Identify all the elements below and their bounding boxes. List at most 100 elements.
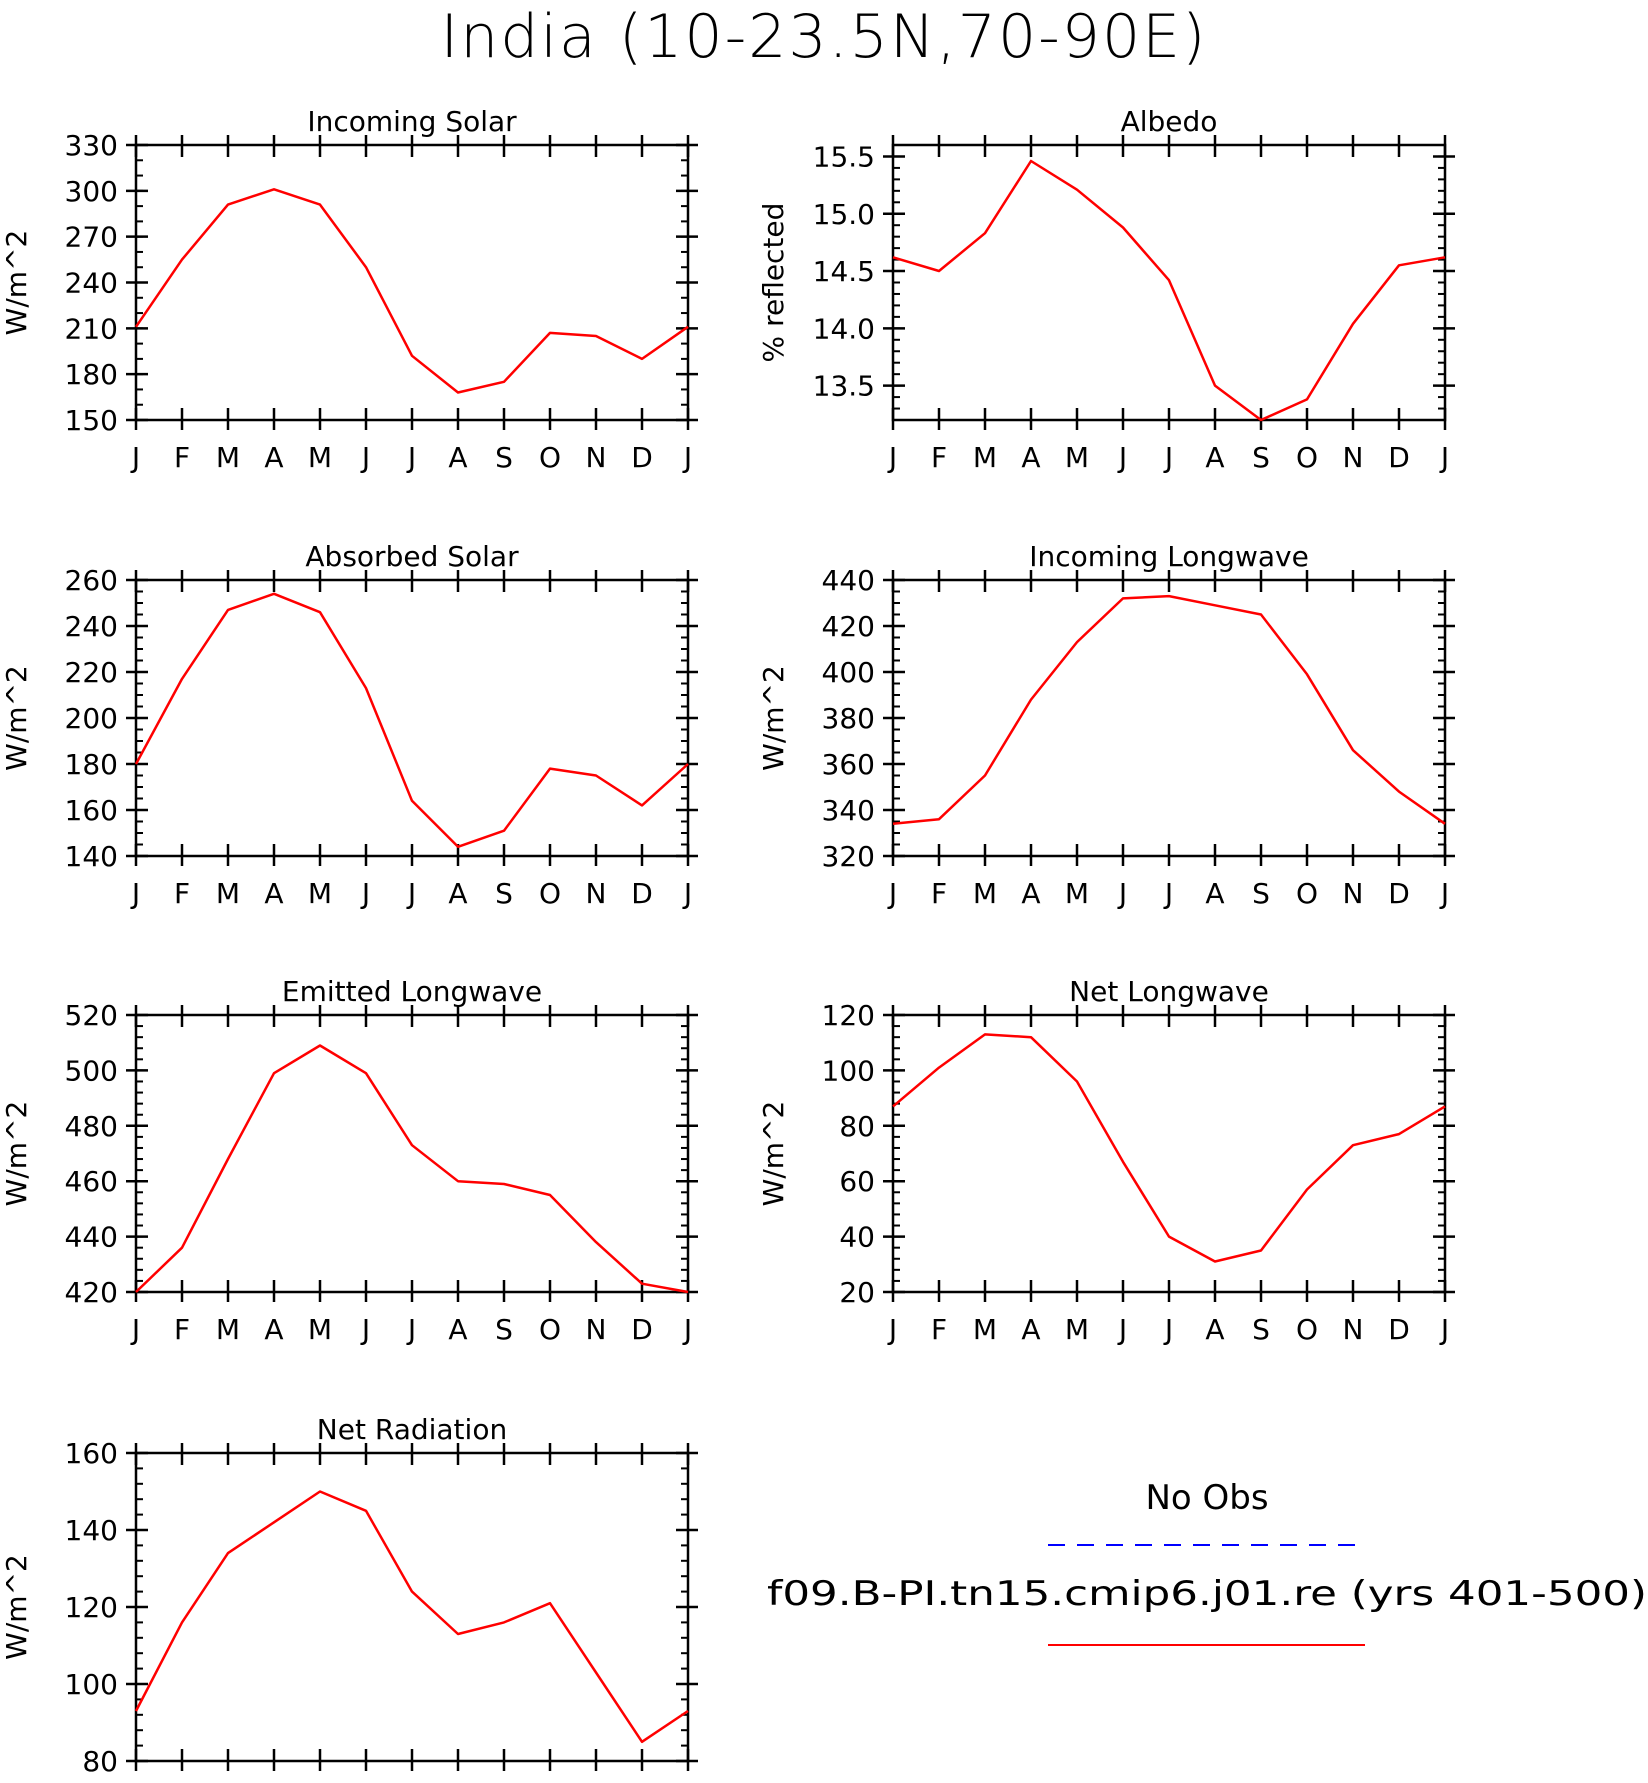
x-tick-label: A: [448, 1313, 467, 1346]
x-tick-label: F: [931, 877, 947, 910]
x-tick-label: A: [1021, 1313, 1040, 1346]
x-tick-label: J: [360, 441, 370, 474]
plot-frame: [891, 1013, 1447, 1294]
y-tick-label: 160: [65, 794, 118, 827]
y-tick-label: 120: [822, 999, 875, 1032]
y-tick-label: 500: [65, 1054, 118, 1087]
panel-title: Net Longwave: [1069, 975, 1269, 1008]
y-tick-label: 14.5: [813, 255, 875, 288]
y-tick-label: 200: [65, 702, 118, 735]
x-tick-label: M: [973, 877, 997, 910]
x-tick-label: F: [931, 1313, 947, 1346]
y-tick-label: 140: [65, 840, 118, 873]
figure-title: India (10-23.5N,70-90E): [440, 2, 1208, 72]
series-line: [892, 594, 1446, 826]
y-tick-label: 15.0: [813, 198, 875, 231]
y-tick-label: 360: [822, 748, 875, 781]
series-line: [134, 188, 689, 394]
legend: No Obs f09.B-PI.tn15.cmip6.j01.re (yrs 4…: [767, 1478, 1647, 1646]
x-tick-label: M: [1065, 441, 1089, 474]
series-line: [892, 1033, 1446, 1263]
x-tick-label: J: [1117, 1313, 1127, 1346]
y-tick-label: 340: [822, 794, 875, 827]
y-tick-label: 380: [822, 702, 875, 735]
y-tick-label: 240: [65, 610, 118, 643]
x-tick-label: D: [1388, 441, 1410, 474]
x-tick-label: J: [130, 441, 140, 474]
x-tick-label: N: [586, 1313, 607, 1346]
x-tick-label: A: [448, 877, 467, 910]
x-tick-label: N: [586, 877, 607, 910]
x-tick-label: O: [539, 441, 561, 474]
y-axis-label: W/m^2: [757, 1101, 790, 1207]
x-tick-label: A: [1205, 441, 1224, 474]
x-tick-label: D: [631, 441, 653, 474]
x-tick-label: M: [216, 877, 240, 910]
x-tick-label: F: [174, 877, 190, 910]
y-tick-label: 100: [65, 1668, 118, 1701]
x-tick-label: S: [495, 441, 513, 474]
y-tick-label: 440: [65, 1221, 118, 1254]
y-tick-label: 420: [65, 1276, 118, 1309]
y-tick-label: 300: [65, 175, 118, 208]
x-tick-label: O: [1296, 441, 1318, 474]
x-tick-label: J: [1117, 877, 1127, 910]
y-axis-label: W/m^2: [0, 1101, 33, 1207]
x-tick-label: J: [1163, 441, 1173, 474]
x-tick-label: F: [174, 441, 190, 474]
x-tick-label: O: [539, 877, 561, 910]
x-tick-label: F: [174, 1313, 190, 1346]
panel-title: Absorbed Solar: [305, 540, 519, 573]
plot-frame: [134, 143, 690, 422]
plot-frame: [134, 578, 690, 858]
y-tick-label: 260: [65, 564, 118, 597]
y-tick-label: 520: [65, 999, 118, 1032]
x-tick-label: O: [1296, 1313, 1318, 1346]
x-tick-label: J: [360, 877, 370, 910]
x-tick-label: D: [1388, 1313, 1410, 1346]
x-tick-label: J: [130, 1313, 140, 1346]
x-tick-label: M: [1065, 877, 1089, 910]
x-tick-label: M: [1065, 1313, 1089, 1346]
x-tick-label: A: [264, 877, 283, 910]
legend-model-label: f09.B-PI.tn15.cmip6.j01.re (yrs 401-500): [767, 1574, 1647, 1614]
y-tick-label: 40: [839, 1221, 875, 1254]
series-line: [135, 1044, 689, 1294]
x-tick-label: J: [406, 441, 416, 474]
x-tick-label: J: [887, 441, 897, 474]
x-tick-label: N: [1343, 877, 1364, 910]
x-tick-label: J: [682, 441, 692, 474]
x-tick-label: M: [216, 1313, 240, 1346]
x-tick-label: J: [1117, 441, 1127, 474]
x-tick-label: J: [1163, 877, 1173, 910]
y-tick-label: 480: [65, 1110, 118, 1143]
y-tick-label: 14.0: [813, 312, 875, 345]
x-tick-label: N: [1343, 1313, 1364, 1346]
y-tick-label: 120: [65, 1591, 118, 1624]
y-tick-label: 420: [822, 610, 875, 643]
chart-panel-2: 13.514.014.515.015.5J F M A M J J A S O N D JAlbedo%…: [757, 105, 1455, 474]
y-tick-label: 80: [839, 1110, 875, 1143]
x-tick-label: S: [495, 1313, 513, 1346]
x-tick-label: D: [631, 877, 653, 910]
x-tick-label: S: [1252, 441, 1270, 474]
x-tick-label: S: [1252, 877, 1270, 910]
y-tick-label: 20: [839, 1276, 875, 1309]
y-tick-label: 160: [65, 1437, 118, 1470]
x-tick-label: J: [1439, 877, 1449, 910]
x-tick-label: J: [406, 1313, 416, 1346]
series-line: [134, 592, 689, 849]
y-tick-label: 15.5: [813, 140, 875, 173]
y-tick-label: 80: [82, 1745, 118, 1778]
panel-title: Albedo: [1121, 105, 1218, 138]
x-tick-label: M: [973, 441, 997, 474]
y-tick-label: 150: [65, 404, 118, 437]
x-tick-label: J: [1163, 1313, 1173, 1346]
y-tick-label: 100: [822, 1054, 875, 1087]
series-line: [892, 159, 1446, 422]
